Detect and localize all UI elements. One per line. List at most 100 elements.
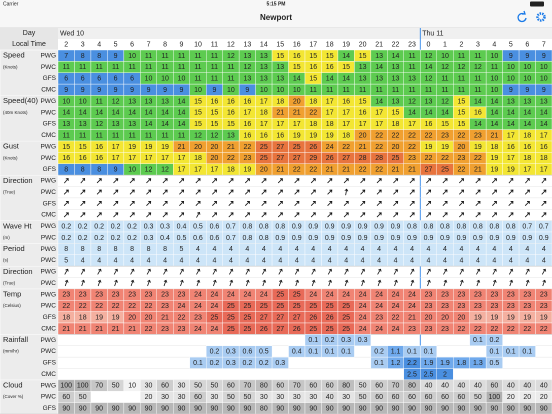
value-text: 22 <box>309 167 317 174</box>
value-text: 15 <box>458 98 466 105</box>
direction-arrow <box>96 212 102 218</box>
value-text: 15 <box>211 110 219 117</box>
value-text: 23 <box>474 292 482 299</box>
value-text: 0.2 <box>127 235 137 242</box>
value-text: 21 <box>79 326 87 333</box>
value-text: 16 <box>62 155 70 162</box>
direction-arrow <box>393 201 399 206</box>
value-text: 8 <box>97 167 101 174</box>
value-text: 11 <box>178 64 185 71</box>
value-text: 23 <box>458 303 466 310</box>
direction-arrow <box>376 189 382 195</box>
value-text: 9 <box>245 87 249 94</box>
value-text: 8 <box>147 246 151 253</box>
value-text: 10 <box>128 53 136 60</box>
value-text: 19 <box>507 314 515 321</box>
value-text: 14 <box>178 121 186 128</box>
value-text: 0.9 <box>358 223 368 230</box>
direction-arrow <box>393 268 398 275</box>
value-text: 13 <box>392 98 400 105</box>
value-text: 30 <box>276 394 284 401</box>
value-text: 14 <box>342 53 350 60</box>
value-text: 24 <box>326 292 334 299</box>
value-text: 50 <box>359 383 367 390</box>
value-text: 4 <box>492 258 496 265</box>
value-text: 90 <box>507 405 515 412</box>
value-text: 0.2 <box>78 235 88 242</box>
hour: 5 <box>114 41 118 48</box>
value-text: 9 <box>212 87 216 94</box>
value-text: 21 <box>392 167 400 174</box>
value-text: 12 <box>95 121 103 128</box>
section-unit: (mm/hr) <box>3 349 19 354</box>
value-text: 0.9 <box>292 223 302 230</box>
value-text: 12 <box>161 167 169 174</box>
value-text: 14 <box>375 98 383 105</box>
value-text: 27 <box>293 155 301 162</box>
value-text: 14 <box>145 110 153 117</box>
value-text: 0.9 <box>407 235 417 242</box>
direction-arrow <box>492 268 497 275</box>
value-text: 23 <box>441 326 449 333</box>
value-text: 15 <box>342 64 350 71</box>
value-text: 13 <box>276 64 284 71</box>
value-text: 24 <box>194 303 202 310</box>
section-label: Gust <box>3 142 20 151</box>
value-text: 4 <box>196 258 200 265</box>
value-text: 22 <box>408 144 416 151</box>
value-text: 20 <box>260 167 268 174</box>
value-text: 4 <box>311 258 315 265</box>
value-text: 23 <box>458 292 466 299</box>
value-text: 15 <box>309 76 317 83</box>
direction-arrow <box>541 189 547 195</box>
direction-arrow <box>344 188 349 196</box>
value-text: 12 <box>425 53 433 60</box>
value-text: 16 <box>507 144 515 151</box>
value-text: 18 <box>276 98 284 105</box>
value-text: 11 <box>425 87 432 94</box>
value-text: 21 <box>474 167 482 174</box>
refresh-button[interactable] <box>517 10 527 23</box>
value-text: 4 <box>443 246 447 253</box>
direction-arrow <box>228 189 234 195</box>
value-text: 13 <box>260 64 268 71</box>
value-text: 14 <box>161 121 169 128</box>
value-text: 24 <box>194 292 202 299</box>
direction-arrow <box>294 178 300 184</box>
value-text: 10 <box>227 87 235 94</box>
value-text: 0.7 <box>522 223 532 230</box>
value-text: 90 <box>425 405 433 412</box>
value-text: 22 <box>293 167 301 174</box>
value-text: 25 <box>260 144 268 151</box>
settings-button[interactable] <box>536 12 546 22</box>
value-text: 13 <box>359 76 367 83</box>
value-text: 4 <box>377 258 381 265</box>
header-label-bg <box>0 28 58 50</box>
value-text: 28 <box>375 155 383 162</box>
direction-arrow <box>163 279 168 287</box>
value-text: 17 <box>128 155 136 162</box>
model-label: GFS <box>43 360 57 367</box>
value-text: 22 <box>128 303 136 310</box>
value-text: 23 <box>112 292 120 299</box>
value-text: 25 <box>243 314 251 321</box>
value-text: 12 <box>458 64 466 71</box>
hour: 6 <box>130 41 134 48</box>
direction-arrow <box>343 178 349 184</box>
value-text: 11 <box>408 64 415 71</box>
direction-arrow <box>310 178 316 184</box>
value-text: 4 <box>212 258 216 265</box>
value-text: 21 <box>276 110 284 117</box>
value-text: 9 <box>180 87 184 94</box>
value-text: 14 <box>342 76 350 83</box>
value-text: 15 <box>392 110 400 117</box>
model-label: GFS <box>43 166 57 173</box>
value-text: 40 <box>540 383 548 390</box>
value-text: 90 <box>458 405 466 412</box>
value-text: 0.8 <box>259 235 269 242</box>
value-text: 19 <box>474 314 482 321</box>
value-text: 20 <box>211 144 219 151</box>
hour: 9 <box>180 41 184 48</box>
value-text: 0.9 <box>506 235 516 242</box>
direction-arrow <box>129 189 135 195</box>
